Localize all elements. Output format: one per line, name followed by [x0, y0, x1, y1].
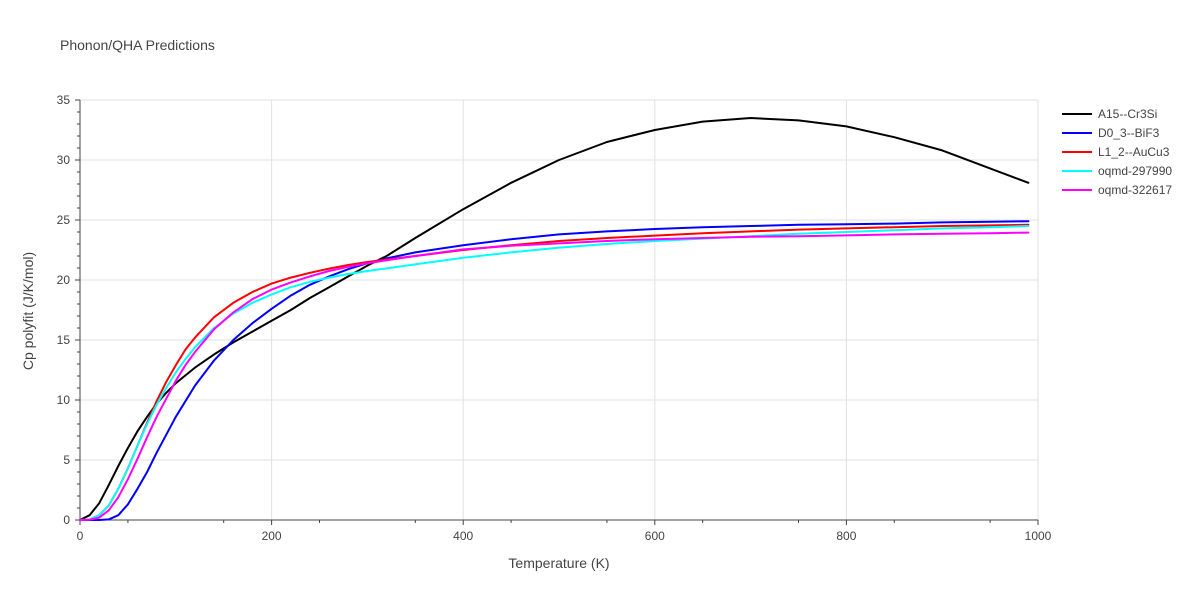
x-tick-label: 800 — [836, 529, 856, 543]
legend[interactable]: A15--Cr3Si D0_3--BiF3 L1_2--AuCu3 oqmd-2979… — [1062, 107, 1172, 197]
legend-label: L1_2--AuCu3 — [1098, 145, 1170, 159]
x-tick-label: 600 — [645, 529, 665, 543]
series-line-0 — [79, 117, 1030, 521]
y-tick-label: 10 — [57, 393, 71, 407]
series-lines — [79, 117, 1030, 521]
y-axis-title: Cp polyfit (J/K/mol) — [20, 252, 36, 370]
y-tick-label: 0 — [63, 513, 70, 527]
legend-label: D0_3--BiF3 — [1098, 126, 1160, 140]
series-line-4 — [79, 231, 1030, 521]
chart-title: Phonon/QHA Predictions — [60, 37, 215, 53]
x-tick-label: 0 — [77, 529, 84, 543]
legend-label: A15--Cr3Si — [1098, 107, 1157, 121]
x-axis-title: Temperature (K) — [508, 555, 609, 571]
gridlines — [80, 99, 1039, 520]
x-tick-label: 200 — [262, 529, 282, 543]
series-line-3 — [79, 225, 1030, 521]
y-tick-label: 15 — [57, 333, 71, 347]
legend-item[interactable]: D0_3--BiF3 — [1062, 126, 1160, 140]
x-tick-label: 1000 — [1025, 529, 1052, 543]
series-line-2 — [79, 223, 1030, 521]
legend-item[interactable]: oqmd-322617 — [1062, 183, 1172, 197]
legend-item[interactable]: A15--Cr3Si — [1062, 107, 1157, 121]
y-tick-label: 35 — [57, 93, 71, 107]
legend-item[interactable]: oqmd-297990 — [1062, 164, 1172, 178]
legend-label: oqmd-297990 — [1098, 164, 1172, 178]
y-tick-label: 25 — [57, 213, 71, 227]
y-tick-label: 20 — [57, 273, 71, 287]
x-tick-label: 400 — [453, 529, 473, 543]
tick-labels: 0 200 400 600 800 1000 0 5 10 15 20 25 30 35 — [57, 93, 1052, 543]
axes — [75, 99, 1039, 525]
y-tick-label: 5 — [63, 453, 70, 467]
legend-item[interactable]: L1_2--AuCu3 — [1062, 145, 1170, 159]
y-tick-label: 30 — [57, 153, 71, 167]
series-line-1 — [79, 220, 1030, 521]
legend-label: oqmd-322617 — [1098, 183, 1172, 197]
